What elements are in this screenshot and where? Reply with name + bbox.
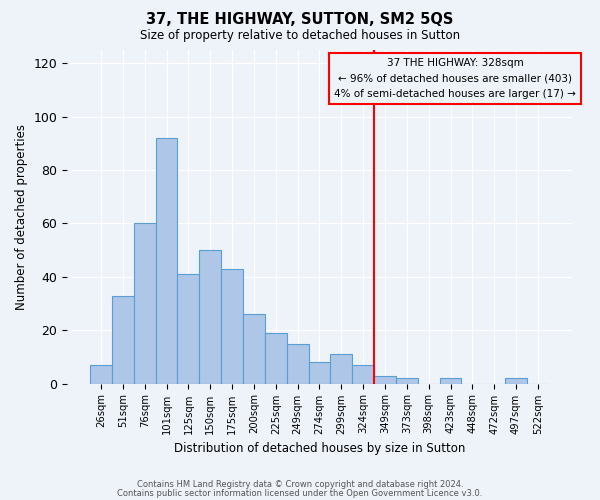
Bar — [308, 362, 331, 384]
Bar — [505, 378, 527, 384]
Text: Size of property relative to detached houses in Sutton: Size of property relative to detached ho… — [140, 29, 460, 42]
Y-axis label: Number of detached properties: Number of detached properties — [15, 124, 28, 310]
Bar — [352, 365, 374, 384]
Bar — [90, 365, 112, 384]
Text: Contains public sector information licensed under the Open Government Licence v3: Contains public sector information licen… — [118, 490, 482, 498]
Bar — [221, 269, 243, 384]
Bar — [243, 314, 265, 384]
Bar — [155, 138, 178, 384]
Text: Contains HM Land Registry data © Crown copyright and database right 2024.: Contains HM Land Registry data © Crown c… — [137, 480, 463, 489]
X-axis label: Distribution of detached houses by size in Sutton: Distribution of detached houses by size … — [174, 442, 465, 455]
Bar — [265, 333, 287, 384]
Bar — [134, 224, 155, 384]
Bar — [112, 296, 134, 384]
Text: 37 THE HIGHWAY: 328sqm
← 96% of detached houses are smaller (403)
4% of semi-det: 37 THE HIGHWAY: 328sqm ← 96% of detached… — [334, 58, 576, 99]
Bar — [331, 354, 352, 384]
Bar — [287, 344, 308, 384]
Text: 37, THE HIGHWAY, SUTTON, SM2 5QS: 37, THE HIGHWAY, SUTTON, SM2 5QS — [146, 12, 454, 28]
Bar — [199, 250, 221, 384]
Bar — [396, 378, 418, 384]
Bar — [178, 274, 199, 384]
Bar — [374, 376, 396, 384]
Bar — [440, 378, 461, 384]
